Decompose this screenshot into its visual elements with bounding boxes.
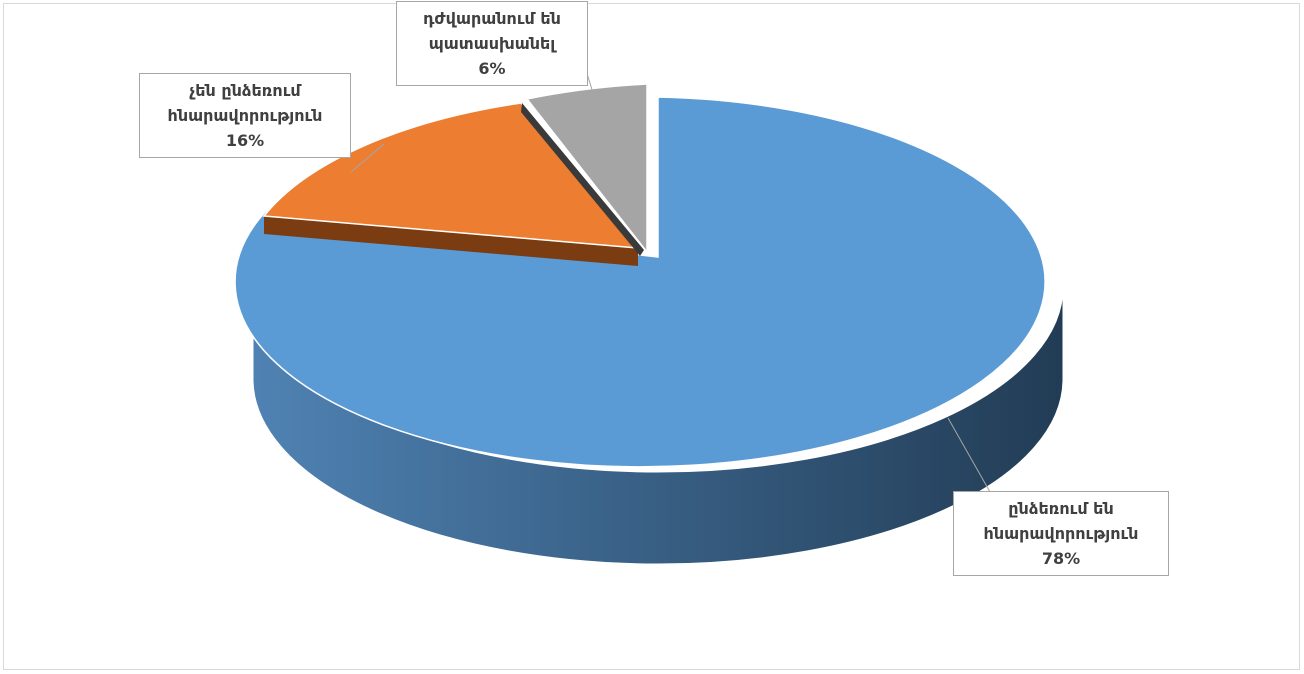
pie-chart — [234, 63, 1064, 565]
pie-slice-3-side — [521, 103, 644, 256]
data-label-percent: 6% — [478, 59, 506, 78]
pie-slice-3 — [525, 83, 648, 255]
pie-slice-2-side — [264, 216, 638, 266]
data-label-line: հնարավորություն — [167, 106, 323, 125]
data-label-slice-2: չեն ընձեռում հնարավորություն 16% — [139, 73, 351, 158]
data-label-slice-1: ընձեռում են հնարավորություն 78% — [953, 491, 1169, 576]
data-label-line: հնարավորություն — [983, 524, 1139, 543]
data-label-percent: 16% — [225, 131, 265, 150]
chart-area: ընձեռում են հնարավորություն 78% չեն ընձե… — [3, 1, 1300, 670]
data-label-percent: 78% — [1041, 549, 1081, 568]
data-label-slice-3: դժվարանում են պատասխանել 6% — [396, 1, 588, 86]
data-label-line: պատասխանել — [428, 34, 556, 53]
leader-line-2 — [350, 143, 385, 173]
leader-line-1 — [947, 417, 991, 493]
data-label-line: չեն ընձեռում — [189, 81, 301, 100]
data-label-line: ընձեռում են — [1008, 499, 1114, 518]
pie-slice-1 — [234, 96, 1046, 468]
data-label-line: դժվարանում են — [423, 9, 561, 28]
